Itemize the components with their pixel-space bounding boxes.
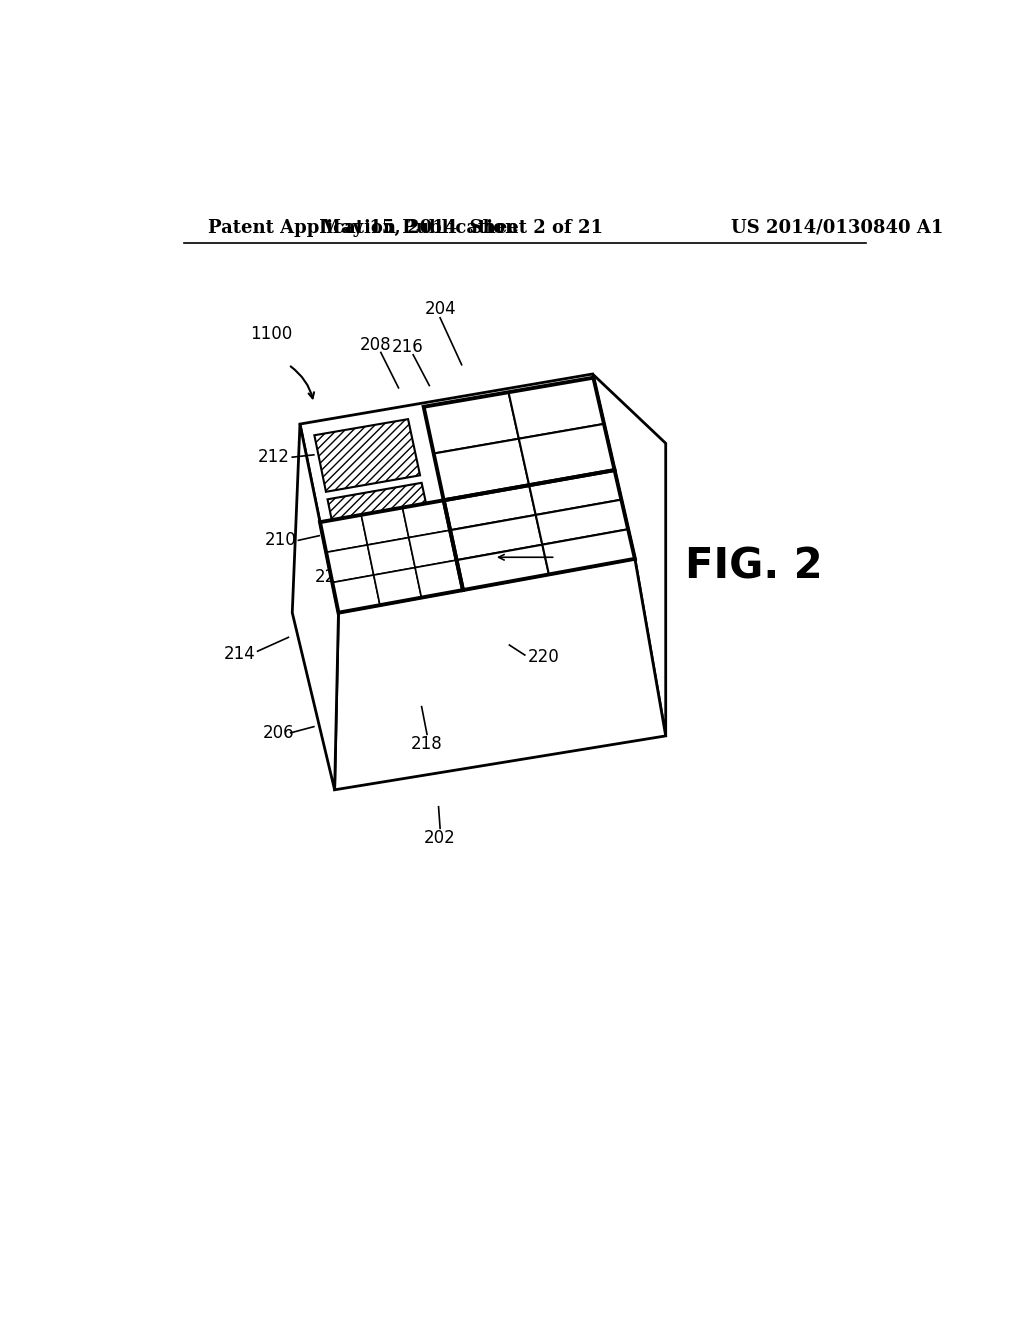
Polygon shape bbox=[593, 374, 666, 737]
Polygon shape bbox=[519, 424, 614, 486]
Polygon shape bbox=[319, 515, 368, 552]
Polygon shape bbox=[402, 500, 451, 537]
Text: FIG. 2: FIG. 2 bbox=[685, 545, 823, 587]
Polygon shape bbox=[509, 378, 604, 438]
Text: 204: 204 bbox=[424, 300, 456, 318]
Text: 202: 202 bbox=[424, 829, 456, 846]
Text: 214: 214 bbox=[223, 644, 255, 663]
Text: US 2014/0130840 A1: US 2014/0130840 A1 bbox=[731, 219, 943, 236]
Text: 220: 220 bbox=[528, 648, 560, 667]
Polygon shape bbox=[415, 560, 463, 598]
Polygon shape bbox=[443, 470, 614, 500]
Polygon shape bbox=[443, 486, 536, 531]
Polygon shape bbox=[536, 500, 628, 545]
Polygon shape bbox=[314, 420, 420, 492]
Polygon shape bbox=[333, 576, 380, 612]
Polygon shape bbox=[300, 374, 635, 612]
Text: 224: 224 bbox=[509, 451, 541, 469]
Polygon shape bbox=[434, 438, 529, 500]
Polygon shape bbox=[409, 531, 457, 568]
Polygon shape bbox=[335, 558, 666, 789]
Polygon shape bbox=[451, 515, 543, 560]
Polygon shape bbox=[424, 392, 519, 454]
Text: 1100: 1100 bbox=[250, 325, 293, 343]
Text: 222: 222 bbox=[314, 568, 347, 586]
Text: May 15, 2014  Sheet 2 of 21: May 15, 2014 Sheet 2 of 21 bbox=[321, 219, 603, 236]
Text: 210: 210 bbox=[264, 532, 296, 549]
Text: 206: 206 bbox=[262, 723, 294, 742]
Text: 216: 216 bbox=[392, 338, 424, 356]
Polygon shape bbox=[361, 508, 409, 545]
Polygon shape bbox=[328, 483, 433, 554]
Polygon shape bbox=[529, 470, 622, 515]
Polygon shape bbox=[543, 529, 635, 574]
Text: 208: 208 bbox=[359, 335, 391, 354]
Text: Patent Application Publication: Patent Application Publication bbox=[208, 219, 518, 236]
Polygon shape bbox=[374, 568, 422, 605]
Text: 212: 212 bbox=[258, 449, 290, 466]
Polygon shape bbox=[368, 537, 415, 576]
Polygon shape bbox=[292, 424, 339, 789]
Text: 230: 230 bbox=[562, 543, 594, 560]
Text: 218: 218 bbox=[411, 735, 443, 752]
Polygon shape bbox=[326, 545, 374, 582]
Polygon shape bbox=[457, 545, 549, 590]
